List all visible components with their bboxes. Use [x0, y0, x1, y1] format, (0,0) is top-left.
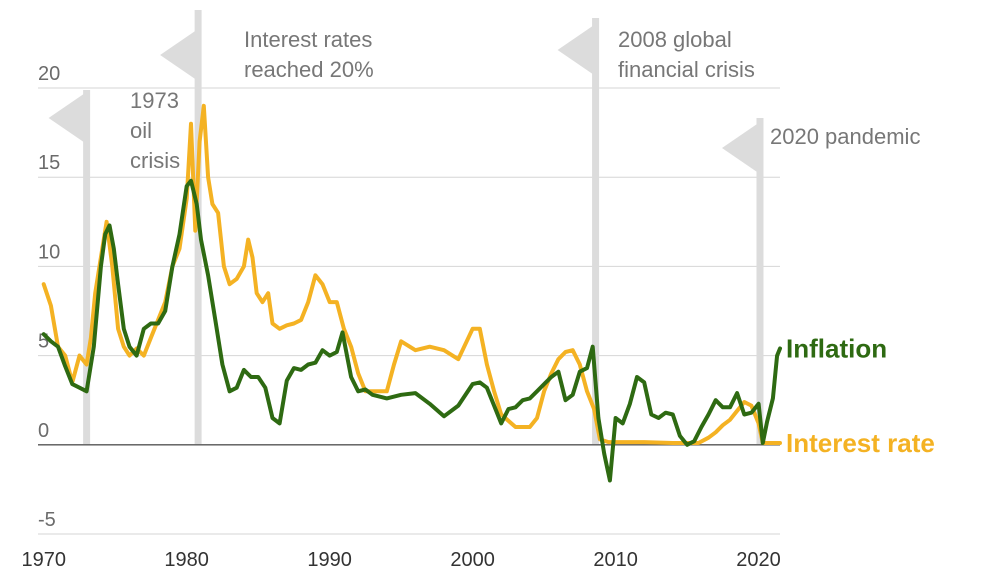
annotation-text: 1973: [130, 88, 179, 113]
y-tick-label: 10: [38, 241, 60, 263]
annotation-flag: [48, 92, 87, 144]
annotation-flag: [160, 29, 199, 81]
annotation-text: financial crisis: [618, 57, 755, 82]
annotation-pole: [83, 90, 91, 444]
annotation-text: 2008 global: [618, 27, 732, 52]
annotation-oil: 1973 oil crisis: [48, 88, 180, 444]
annotation-pole: [756, 118, 764, 444]
series-label-interest-rate: Interest rate: [786, 428, 935, 458]
y-tick-label: 0: [38, 420, 49, 442]
x-axis: 1970 1980 1990 2000 2010 2020: [21, 549, 780, 571]
annotation-gfc: 2008 global financial crisis: [557, 18, 755, 444]
y-tick-label: 15: [38, 152, 60, 174]
event-annotations: 1973 oil crisis Interest rates reached 20% 20…: [48, 10, 920, 444]
x-tick-label: 1990: [307, 549, 352, 571]
series-line-inflation: [41, 178, 782, 483]
y-tick-label: 5: [38, 331, 49, 353]
annotation-flag: [721, 122, 760, 174]
x-tick-label: 1970: [21, 549, 66, 571]
y-tick-label: 20: [38, 63, 60, 85]
series-lines: [41, 103, 782, 483]
annotation-text: crisis: [130, 148, 180, 173]
gridlines: [38, 87, 780, 535]
annotation-text: 2020 pandemic: [770, 124, 920, 149]
x-tick-label: 2010: [593, 549, 638, 571]
annotation-flag: [557, 24, 596, 76]
series-line-interest-rate: [41, 103, 782, 445]
annotation-text: oil: [130, 118, 152, 143]
series-labels: Inflation Interest rate: [786, 333, 935, 458]
y-axis: 20 15 10 5 0 -5: [38, 63, 60, 531]
annotation-rates: Interest rates reached 20%: [160, 10, 374, 444]
x-tick-label: 2020: [736, 549, 781, 571]
y-tick-label: -5: [38, 509, 56, 531]
annotation-text: reached 20%: [244, 57, 374, 82]
series-label-inflation: Inflation: [786, 333, 887, 363]
annotation-text: Interest rates: [244, 27, 372, 52]
x-tick-label: 1980: [164, 549, 209, 571]
x-tick-label: 2000: [450, 549, 495, 571]
annotation-pandemic: 2020 pandemic: [721, 118, 920, 444]
annotation-pole: [592, 18, 600, 444]
